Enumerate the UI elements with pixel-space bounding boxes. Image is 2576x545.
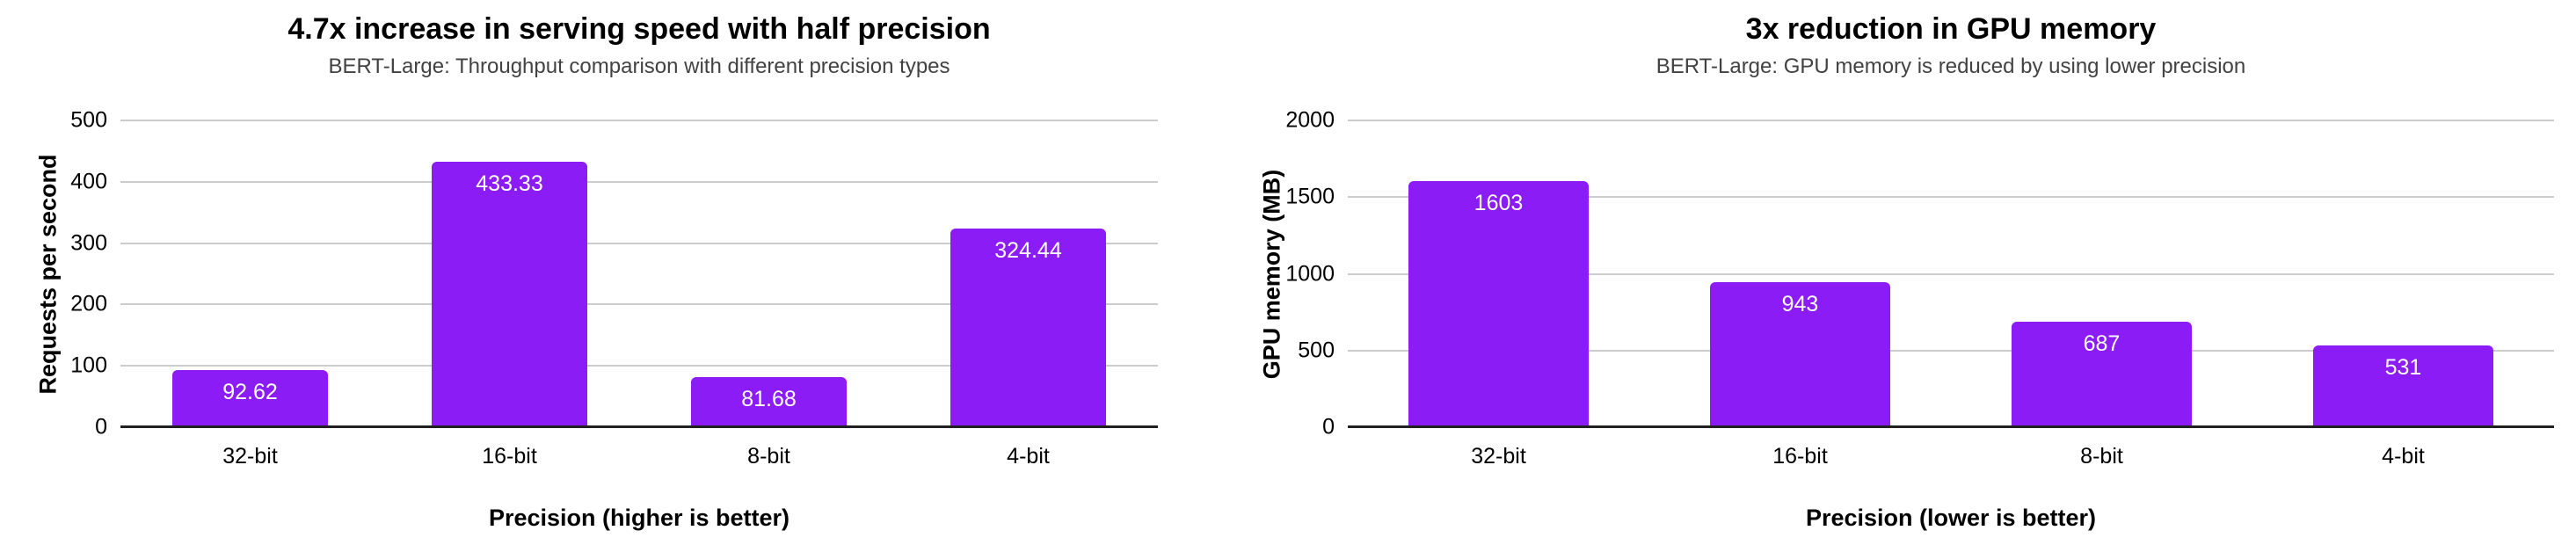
bar-32-bit: 1603 xyxy=(1408,181,1590,427)
bar-value-label: 1603 xyxy=(1474,191,1524,216)
gridline xyxy=(120,303,1158,305)
y-tick-label: 400 xyxy=(70,169,107,194)
bar-16-bit: 433.33 xyxy=(432,161,587,427)
x-category-label: 16-bit xyxy=(1772,444,1828,469)
chart-title: 3x reduction in GPU memory xyxy=(1745,12,2157,46)
y-tick-label: 100 xyxy=(70,352,107,378)
bar-32-bit: 92.62 xyxy=(172,370,328,427)
y-axis-title: GPU memory (MB) xyxy=(1258,169,1285,379)
bar-16-bit: 943 xyxy=(1709,282,1891,427)
x-category-label: 32-bit xyxy=(222,444,278,469)
gridline xyxy=(1348,196,2554,198)
y-tick-label: 500 xyxy=(70,107,107,133)
bar-value-label: 531 xyxy=(2384,355,2422,381)
chart-subtitle: BERT-Large: GPU memory is reduced by usi… xyxy=(1655,54,2246,78)
gridline xyxy=(120,181,1158,183)
x-category-label: 8-bit xyxy=(747,444,790,469)
plot-area: 0 500 1000 1500 2000 1603 32-bit 943 16-bit 687 8-… xyxy=(1285,108,2554,469)
x-category-label: 16-bit xyxy=(482,444,537,469)
y-tick-label: 300 xyxy=(70,230,107,256)
x-axis-line xyxy=(120,425,1158,428)
y-tick-label: 1500 xyxy=(1285,184,1335,209)
bar-8-bit: 687 xyxy=(2011,322,2193,427)
bar-8-bit: 81.68 xyxy=(691,377,847,427)
bar-value-label: 81.68 xyxy=(741,387,797,411)
gridline xyxy=(1348,273,2554,275)
chart-subtitle: BERT-Large: Throughput comparison with d… xyxy=(328,54,950,78)
bar-4-bit: 531 xyxy=(2312,345,2494,427)
y-axis-title: Requests per second xyxy=(34,153,62,395)
bar-value-label: 687 xyxy=(2083,331,2121,357)
chart-title: 4.7x increase in serving speed with half… xyxy=(287,12,991,46)
x-category-label: 8-bit xyxy=(2080,444,2123,469)
x-axis-line xyxy=(1348,425,2554,428)
gridline xyxy=(120,120,1158,121)
bar-4-bit: 324.44 xyxy=(950,228,1106,427)
bar-value-label: 324.44 xyxy=(994,237,1062,263)
bar-value-label: 433.33 xyxy=(476,171,543,196)
x-category-label: 4-bit xyxy=(1007,444,1050,469)
bar-value-label: 92.62 xyxy=(222,380,278,405)
y-tick-label: 0 xyxy=(1322,414,1335,440)
gridline xyxy=(1348,350,2554,352)
x-category-label: 4-bit xyxy=(2382,444,2425,469)
y-tick-label: 500 xyxy=(1298,338,1335,363)
gridline xyxy=(120,243,1158,244)
x-axis-title: Precision (higher is better) xyxy=(488,505,790,531)
y-tick-label: 200 xyxy=(70,291,107,316)
gridline xyxy=(1348,120,2554,121)
bar-value-label: 943 xyxy=(1781,292,1819,317)
x-axis-title: Precision (lower is better) xyxy=(1805,505,2097,531)
gridline xyxy=(120,365,1158,367)
x-category-label: 32-bit xyxy=(1471,444,1526,469)
y-tick-label: 1000 xyxy=(1285,261,1335,286)
y-tick-label: 2000 xyxy=(1285,107,1335,133)
plot-area: 0 100 200 300 400 500 92.62 32-bit 433.33 16-bit 8… xyxy=(70,108,1158,469)
y-tick-label: 0 xyxy=(95,414,107,440)
